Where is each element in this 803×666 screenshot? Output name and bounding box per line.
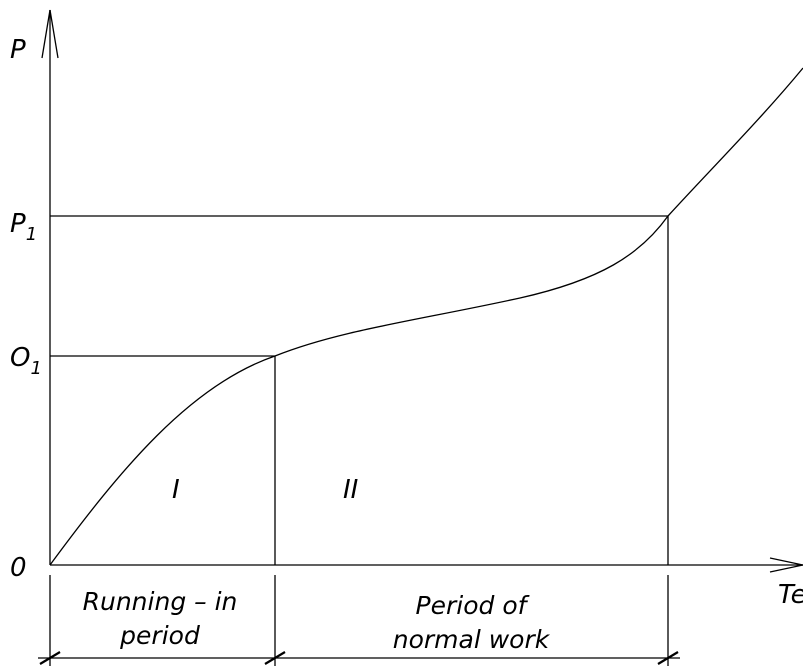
o1-label: O1 <box>10 343 42 379</box>
dim-tick-right <box>657 651 679 665</box>
dim-tick-left <box>39 651 61 665</box>
y-axis-arrow-left <box>41 9 51 59</box>
region-label-second: II <box>343 475 358 505</box>
running-in-label-line1: Running – in <box>83 587 238 616</box>
origin-label: 0 <box>10 553 27 583</box>
y-axis-label: P <box>10 35 26 65</box>
x-axis-label: Te <box>778 580 803 610</box>
dim-tick-mid <box>264 651 286 665</box>
region-label-first: I <box>172 475 180 505</box>
y-axis-arrow-right <box>49 9 59 59</box>
normal-work-label-line1: Period of <box>416 591 530 620</box>
x-axis-arrow-bottom <box>769 564 803 573</box>
p1-label: P1 <box>10 209 37 245</box>
running-in-label-line2: period <box>119 621 200 650</box>
normal-work-label-line2: normal work <box>393 625 551 654</box>
x-axis-arrow-top <box>769 557 803 566</box>
wear-curve <box>49 67 803 566</box>
